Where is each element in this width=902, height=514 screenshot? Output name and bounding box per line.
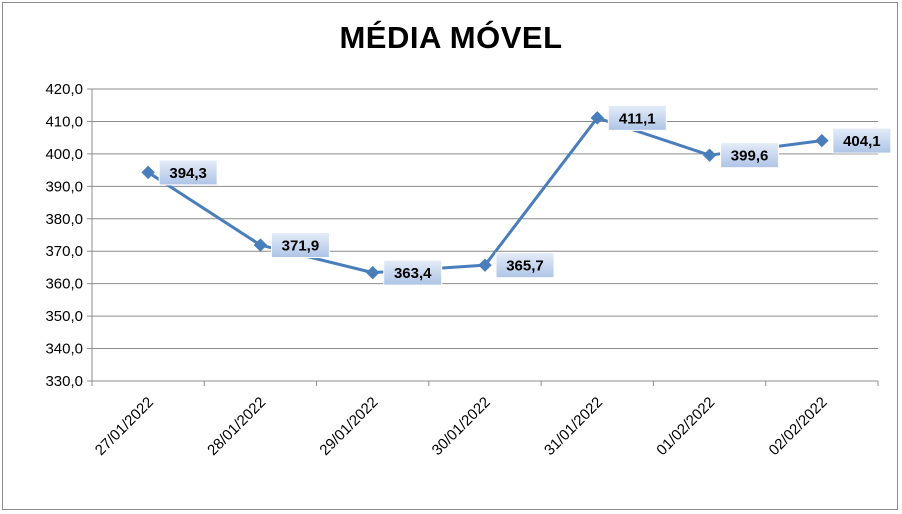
data-label-box (607, 104, 667, 131)
y-tick-label: 350,0 (45, 308, 83, 325)
y-tick-label: 370,0 (45, 243, 83, 260)
y-tick-label: 380,0 (45, 211, 83, 228)
data-label-box (158, 159, 218, 186)
y-tick-label: 360,0 (45, 276, 83, 293)
data-point-marker (366, 265, 380, 280)
x-tick-label: 27/01/2022 (92, 394, 157, 459)
data-label: 371,9 (282, 238, 320, 255)
data-point-marker (141, 165, 155, 180)
y-tick-labels: 330,0 340,0 350,0 360,0 370,0 380,0 390,0 400,0… (45, 81, 83, 390)
x-tick-label: 01/02/2022 (653, 394, 718, 459)
data-label-box (270, 232, 330, 259)
gridlines (92, 88, 878, 350)
data-label: 399,6 (731, 148, 769, 165)
data-label: 394,3 (169, 165, 207, 182)
data-label-box (832, 127, 892, 154)
y-tick-label: 420,0 (45, 81, 83, 98)
data-point-marker (815, 133, 829, 148)
data-label-box (495, 252, 555, 279)
y-tick-label: 330,0 (45, 373, 83, 390)
y-tick-label: 390,0 (45, 178, 83, 195)
chart-title: MÉDIA MÓVEL (339, 20, 563, 55)
x-tick-label: 02/02/2022 (766, 394, 831, 459)
data-label: 363,4 (394, 265, 432, 282)
x-tick-label: 28/01/2022 (204, 394, 269, 459)
y-tick-label: 410,0 (45, 113, 83, 130)
x-tick-label: 29/01/2022 (316, 394, 381, 459)
data-labels: 394,3 371,9 363,4 365,7 411,1 399,6 404,1 (158, 104, 892, 286)
data-label-box (720, 142, 780, 169)
data-point-marker (590, 111, 604, 125)
data-label-box (383, 259, 443, 286)
x-tick-label: 30/01/2022 (429, 394, 494, 459)
data-point-marker (702, 148, 717, 162)
data-label: 411,1 (619, 110, 656, 127)
y-tick-label: 400,0 (45, 146, 83, 163)
series-line (147, 116, 823, 275)
x-tick-label: 31/01/2022 (541, 394, 606, 459)
axes (87, 88, 879, 386)
x-tick-labels: 27/01/2022 28/01/2022 29/01/2022 30/01/2022… (92, 394, 831, 459)
series (141, 111, 829, 280)
data-point-marker (478, 258, 492, 272)
data-label: 365,7 (506, 258, 544, 275)
data-label: 404,1 (843, 133, 881, 150)
y-tick-label: 340,0 (45, 341, 83, 358)
data-point-marker (253, 238, 268, 252)
